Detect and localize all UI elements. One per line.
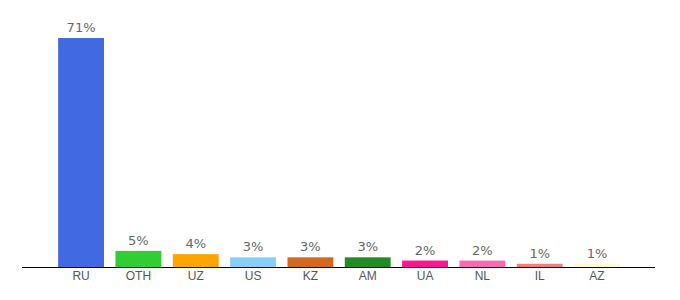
data-labels: 71% 5% 4% 3% 3% 3% 2% 2% 1% 1% [67,20,608,261]
tick: NL [475,267,491,283]
bar [459,261,505,267]
tick: RU [72,267,89,283]
bar [287,257,333,267]
tick: US [245,267,262,283]
tick: KZ [303,267,318,283]
data-label: 71% [67,20,96,35]
tick: AM [359,267,377,283]
tick: OTH [126,267,151,283]
data-label: 2% [472,243,493,258]
data-label: 4% [185,236,206,251]
data-label: 3% [357,239,378,254]
tick-label: UA [417,269,434,283]
tick: UZ [188,267,204,283]
baseline [22,267,655,268]
bar [517,264,563,267]
tick-label: RU [72,269,89,283]
chart: RU OTH UZ US KZ AM UA NL IL AZ 71% 5% 4% 3% 3% 3% 2% 2% 1%… [0,0,680,300]
tick-label: NL [475,269,491,283]
tick-label: IL [535,269,545,283]
data-label: 5% [128,233,149,248]
bar [115,251,161,267]
tick-label: AM [359,269,377,283]
bar [58,38,104,267]
x-axis: RU OTH UZ US KZ AM UA NL IL AZ [53,267,626,283]
tick: UA [417,267,434,283]
data-label: 1% [587,246,608,261]
data-label: 3% [300,239,321,254]
bars [58,38,620,267]
data-label: 2% [415,243,436,258]
bar [345,257,391,267]
tick-label: OTH [126,269,151,283]
bar [402,261,448,267]
bar [230,257,276,267]
tick-label: US [245,269,262,283]
tick: AZ [589,267,604,283]
tick-label: UZ [188,269,204,283]
tick-label: KZ [303,269,318,283]
tick-label: AZ [589,269,604,283]
data-label: 1% [529,246,550,261]
data-label: 3% [243,239,264,254]
bar [574,264,620,267]
bar [173,254,219,267]
tick: IL [535,267,545,283]
